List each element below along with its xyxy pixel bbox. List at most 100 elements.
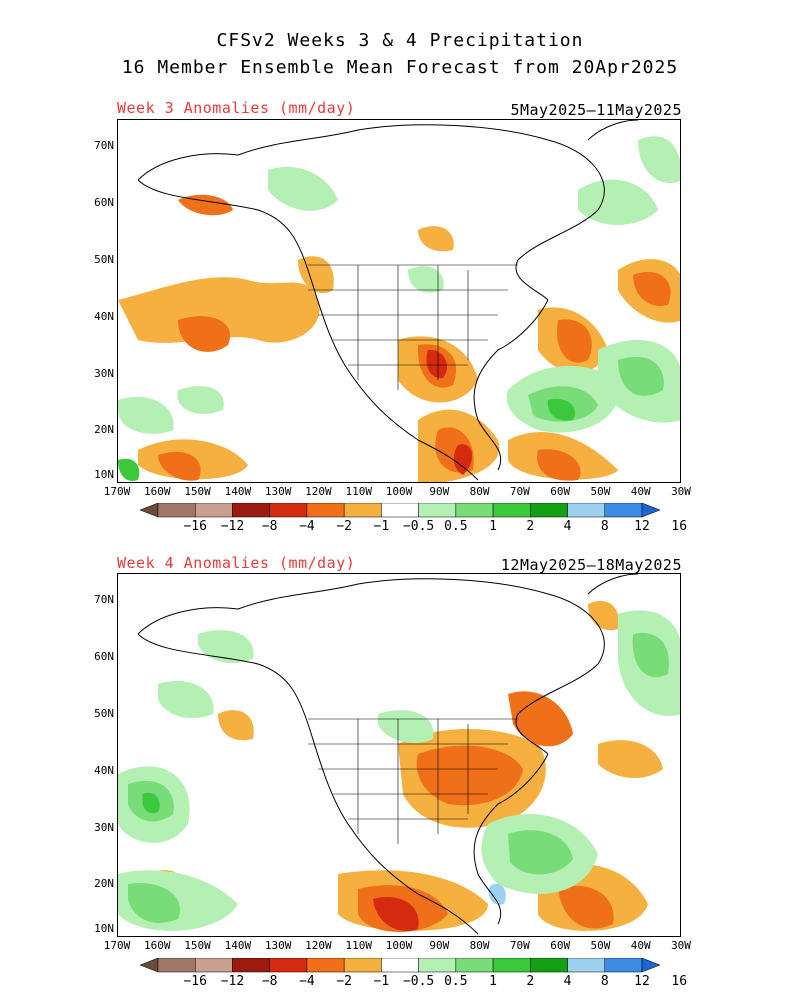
lon-tick-label: 80W [469,939,490,952]
lat-tick-label: 50N [94,252,114,266]
colorbar-swatch [455,502,494,518]
lon-tick-label: 150W [184,939,211,952]
colorbar-tick-label: 16 [671,519,688,534]
lon-tick-label: 70W [509,939,530,952]
lon-tick-label: 40W [630,939,651,952]
title-line-2: 16 Member Ensemble Mean Forecast from 20… [121,57,679,78]
week4-colorbar-scale [139,957,661,973]
colorbar-swatch [641,957,661,973]
colorbar-tick-label: −2 [336,519,352,534]
week4-panel-label: Week 4 Anomalies (mm/day) [117,554,356,572]
lat-tick-label: 20N [94,423,114,437]
lon-tick-label: 100W [385,939,413,952]
lon-tick-label: 30W [671,485,691,498]
lon-tick-label: 70W [509,485,530,498]
lon-tick-label: 140W [224,939,252,952]
lon-tick-label: 150W [184,485,211,498]
colorbar-swatch [530,957,568,973]
colorbar-swatch [139,957,159,973]
week3-state-lines [308,264,518,390]
colorbar-tick-label: 4 [563,974,572,989]
colorbar-tick-label: −0.5 [402,519,435,534]
colorbar-tick-label: −16 [183,519,207,534]
lat-tick-label: 40N [94,763,114,777]
colorbar-swatch [381,957,419,973]
colorbar-tick-label: 8 [600,519,609,534]
week4-panel-dates: 12May2025–18May2025 [500,556,682,574]
lat-tick-label: 10N [94,468,114,481]
colorbar-tick-label: −4 [299,974,315,989]
week3-map-graphic [118,120,680,482]
colorbar-tick-label: 4 [563,519,572,534]
lat-tick-label: 50N [94,706,114,720]
colorbar-swatch [157,502,196,518]
colorbar-tick-label: 8 [600,974,609,989]
lon-tick-label: 140W [224,485,252,498]
colorbar-swatch [492,957,531,973]
lat-tick-label: 70N [94,593,114,606]
lon-tick-label: 90W [429,939,450,952]
colorbar-tick-label: −8 [261,974,278,989]
colorbar-tick-label: 0.5 [444,974,468,989]
colorbar-tick-label: −2 [336,974,352,989]
lat-tick-label: 70N [94,139,114,152]
colorbar-tick-label: −1 [373,974,390,989]
colorbar-swatch [418,957,457,973]
colorbar-swatch [530,502,568,518]
colorbar-tick-label: −1 [373,519,390,534]
week4-dry-anomalies [148,600,663,932]
colorbar-swatch [343,502,382,518]
lon-tick-label: 170W [103,939,131,952]
lon-tick-label: 110W [345,485,372,498]
lon-tick-label: 30W [671,939,691,952]
colorbar-swatch [232,502,270,518]
colorbar-tick-label: 1 [489,519,497,534]
colorbar-swatch [604,502,643,518]
week4-map [117,573,681,937]
lat-tick-label: 20N [94,877,114,891]
week3-panel-dates: 5May2025–11May2025 [510,101,682,119]
colorbar-swatch [567,957,606,973]
lon-tick-label: 120W [305,485,332,498]
lon-tick-label: 40W [630,485,651,498]
colorbar-tick-label: 2 [526,974,535,989]
colorbar-swatch [343,957,382,973]
colorbar-swatch [194,502,233,518]
colorbar-tick-label: 16 [671,974,688,989]
week4-coastlines [137,574,639,935]
lon-tick-label: 160W [144,485,171,498]
lon-tick-label: 130W [264,939,292,952]
lon-tick-label: 170W [103,485,131,498]
lon-tick-label: 50W [590,485,611,498]
colorbar-swatch [455,957,494,973]
colorbar-tick-label: −4 [299,519,315,534]
lon-tick-label: 130W [264,485,292,498]
colorbar-swatch [194,957,233,973]
colorbar-tick-label: −0.5 [402,974,435,989]
colorbar-swatch [567,502,606,518]
week3-colorbar [139,502,661,543]
lon-tick-label: 110W [345,939,372,952]
lat-tick-label: 10N [94,922,114,935]
colorbar-swatch [641,502,661,518]
colorbar-swatch [139,502,159,518]
colorbar-swatch [418,502,457,518]
lon-tick-label: 160W [144,939,171,952]
week3-dry-anomalies [118,194,680,482]
week3-map [117,119,681,483]
title-line-1: CFSv2 Weeks 3 & 4 Precipitation [216,30,584,51]
week3-wet-anomalies [118,136,680,481]
week4-wet-anomalies [118,610,680,931]
colorbar-tick-label: −12 [220,519,245,534]
lat-tick-label: 30N [94,366,114,380]
colorbar-swatch [157,957,196,973]
week4-colorbar [139,957,661,998]
week4-map-graphic [118,574,680,935]
lon-tick-label: 120W [305,939,332,952]
colorbar-tick-label: 0.5 [444,519,468,534]
week4-state-lines [308,718,518,844]
lon-tick-label: 60W [550,939,571,952]
lon-tick-label: 50W [590,939,611,952]
lat-tick-label: 40N [94,309,114,323]
colorbar-swatch [269,502,308,518]
